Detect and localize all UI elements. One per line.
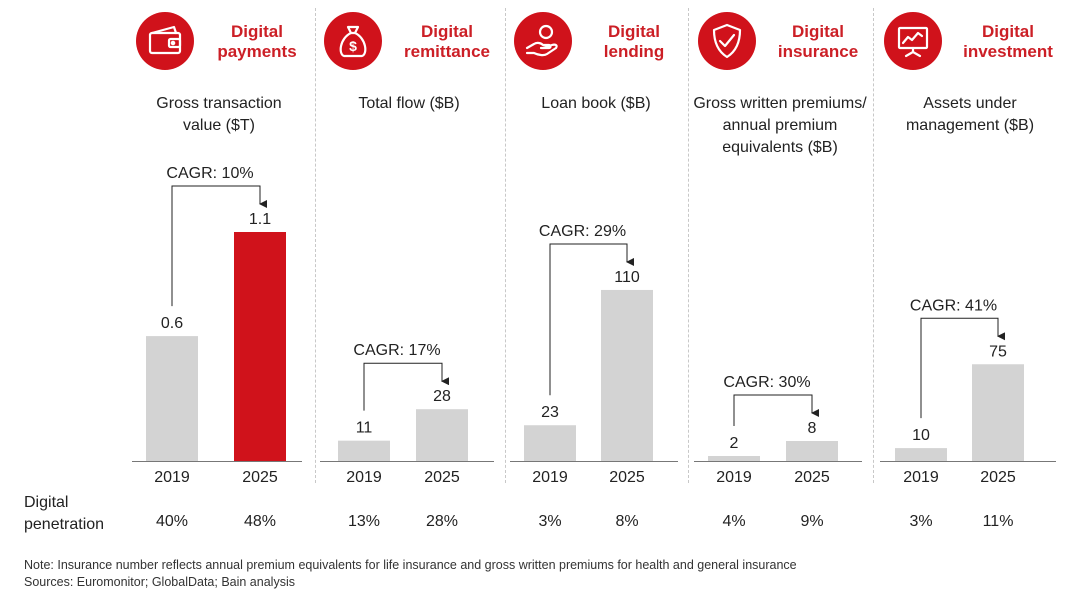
value-label: 1.1 [249,211,271,228]
value-label: 10 [912,427,930,444]
cagr-label: CAGR: 10% [166,165,253,182]
value-label: 0.6 [161,315,183,332]
cagr-label: CAGR: 30% [723,374,810,391]
bar-2025 [972,364,1024,461]
value-label: 2 [730,435,739,452]
x-tick-label: 2025 [609,469,645,486]
value-label: 28 [433,388,451,405]
bar-2019 [524,425,576,461]
cagr-arrow [363,362,449,411]
bar-2025 [234,232,286,461]
x-tick-label: 2025 [794,469,830,486]
bar-2025 [416,409,468,461]
bar-2019 [146,336,198,461]
penetration-value: 11% [982,513,1014,530]
x-tick-label: 2019 [532,469,568,486]
penetration-value: 28% [425,513,459,530]
x-tick-label: 2025 [980,469,1016,486]
panel-divider [873,8,874,483]
x-tick-label: 2019 [903,469,939,486]
panel-divider [315,8,316,483]
x-tick-label: 2019 [346,469,382,486]
panel-title: Digital payments [217,22,297,61]
panel-title: Digital insurance [777,22,859,61]
metric-label: Total flow ($B) [358,95,460,112]
metric-label: Gross transaction value ($T) [156,95,282,134]
footnote: Note: Insurance number reflects annual p… [24,558,797,572]
penetration-value: 4% [722,513,746,530]
penetration-value: 3% [538,513,562,530]
value-label: 8 [808,420,817,437]
panel-divider [688,8,689,483]
panel-divider [505,8,506,483]
cagr-label: CAGR: 41% [910,297,997,314]
bar-2025 [786,441,838,461]
penetration-value: 8% [615,513,639,530]
x-tick-label: 2025 [424,469,460,486]
panel-title: Digital lending [603,22,665,61]
penetration-value: 9% [800,513,824,530]
panel-title: Digital remittance [404,22,490,61]
bar-2019 [708,456,760,461]
sources: Sources: Euromonitor; GlobalData; Bain a… [24,575,295,589]
cagr-arrow [920,317,1005,419]
cagr-arrow [171,185,267,307]
value-label: 75 [989,343,1007,360]
x-tick-label: 2019 [716,469,752,486]
metric-label: Loan book ($B) [541,95,651,112]
cagr-label: CAGR: 17% [353,342,440,359]
wallet-icon [136,12,194,70]
chart-board-icon [884,12,942,70]
metric-label: Assets under management ($B) [905,95,1035,134]
hand-coin-icon [514,12,572,70]
penetration-value: 13% [347,513,381,530]
money-bag-icon: $ [324,12,382,70]
svg-text:$: $ [349,38,357,54]
x-tick-label: 2019 [154,469,190,486]
penetration-label: Digital penetration [24,494,105,533]
cagr-arrow [733,394,819,426]
value-label: 11 [356,420,373,437]
cagr-label: CAGR: 29% [539,223,626,240]
shield-check-icon [698,12,756,70]
bar-2025 [601,289,653,461]
value-label: 23 [541,404,559,421]
value-label: 110 [614,269,640,286]
penetration-value: 48% [243,513,277,530]
panel-title: Digital investment [963,22,1053,61]
cagr-arrow [549,243,634,396]
bar-2019 [338,440,390,461]
penetration-value: 3% [909,513,933,530]
metric-label: Gross written premiums/ annual premium e… [693,95,867,156]
bar-2019 [895,448,947,461]
x-tick-label: 2025 [242,469,278,486]
penetration-value: 40% [155,513,189,530]
